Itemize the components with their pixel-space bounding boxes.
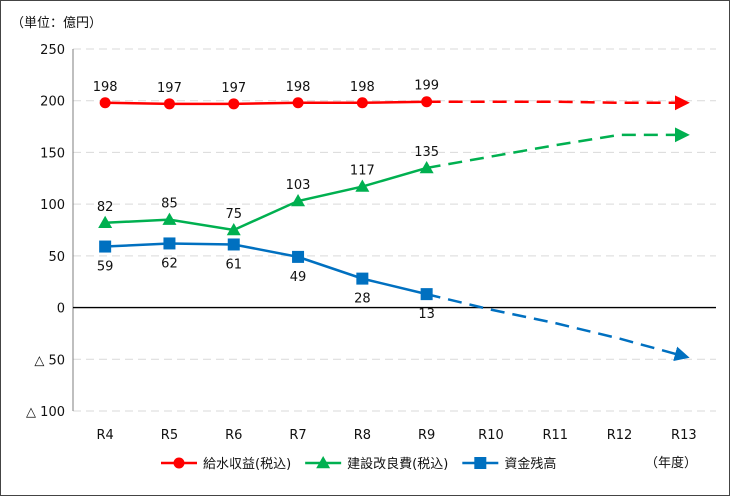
- x-tick-label: R12: [607, 428, 633, 443]
- legend-circle-marker: [173, 457, 185, 469]
- circle-marker: [356, 97, 368, 109]
- actual-line: [105, 100, 427, 106]
- circle-marker: [421, 96, 433, 108]
- triangle-marker: [355, 179, 370, 192]
- data-labels: 198 197 197 198 198 199 82 85 75 103 117 135 59 62 61 4…: [93, 79, 439, 322]
- x-tick-label: R6: [225, 428, 242, 443]
- data-label: 61: [225, 257, 242, 272]
- x-tick-label: R9: [418, 428, 435, 443]
- legend-label: 資金残高: [504, 456, 556, 472]
- triangle-marker: [98, 215, 113, 229]
- legend-label: 建設改良費(税込): [347, 456, 448, 472]
- projection-line: [426, 292, 690, 362]
- actual-line: [105, 242, 427, 296]
- x-axis: R4 R5 R6 R7 R8 R9 R10 R11 R12 R13: [73, 306, 716, 443]
- grid-lines: [73, 48, 716, 412]
- x-tick-label: R10: [478, 428, 504, 443]
- x-tick-label: R4: [96, 428, 113, 443]
- square-marker: [227, 238, 240, 251]
- x-tick-label: R7: [289, 428, 306, 443]
- x-tick-label: R5: [161, 428, 178, 443]
- y-axis: 250 200 150 100 50 0 △ 50 △ 100: [26, 43, 74, 420]
- triangle-marker: [419, 160, 434, 174]
- circle-marker: [99, 97, 111, 109]
- legend: 給水収益(税込) 建設改良費(税込) 資金残高: [161, 456, 556, 472]
- circle-marker: [228, 98, 240, 110]
- y-tick-label: △ 50: [34, 353, 65, 368]
- x-unit-label: （年度）: [645, 455, 697, 471]
- x-tick-label: R13: [671, 428, 697, 443]
- data-label: 62: [161, 256, 178, 271]
- projection-line: [426, 127, 690, 170]
- data-label: 28: [354, 292, 371, 307]
- data-label: 135: [414, 145, 439, 160]
- data-label: 13: [418, 307, 435, 322]
- projection-line: [426, 95, 690, 111]
- square-marker: [292, 250, 305, 263]
- data-label: 198: [350, 80, 375, 95]
- data-label: 117: [350, 164, 375, 179]
- data-label: 197: [221, 81, 246, 96]
- circle-marker: [163, 98, 175, 110]
- data-label: 82: [97, 200, 114, 215]
- circle-marker: [292, 97, 304, 109]
- y-tick-label: 150: [40, 146, 65, 161]
- legend-label: 給水収益(税込): [203, 457, 291, 472]
- data-label: 199: [414, 79, 439, 94]
- data-label: 75: [225, 207, 242, 222]
- triangle-marker: [226, 223, 241, 236]
- data-label: 103: [286, 178, 311, 193]
- data-label: 85: [161, 197, 178, 212]
- data-label: 198: [93, 80, 118, 95]
- y-tick-label: 50: [48, 250, 65, 265]
- square-marker: [420, 288, 433, 301]
- triangle-marker: [162, 212, 177, 225]
- data-label: 49: [290, 270, 307, 285]
- data-label: 59: [97, 260, 114, 275]
- square-marker: [356, 272, 369, 285]
- square-marker: [99, 240, 112, 253]
- triangle-marker: [291, 194, 306, 207]
- y-tick-label: 0: [57, 302, 65, 317]
- x-tick-label: R8: [354, 428, 371, 443]
- x-tick-label: R11: [542, 428, 568, 443]
- y-tick-label: 200: [40, 95, 65, 110]
- data-label: 197: [157, 81, 182, 96]
- y-tick-label: △ 100: [26, 405, 65, 420]
- actual-line: [105, 166, 427, 232]
- unit-label: （単位：億円）: [11, 15, 102, 31]
- legend-square-marker: [474, 457, 487, 469]
- legend-triangle-marker: [316, 456, 331, 469]
- data-label: 198: [286, 80, 311, 95]
- y-tick-label: 100: [40, 198, 65, 213]
- series-layer: [98, 95, 690, 362]
- square-marker: [163, 237, 176, 250]
- y-tick-label: 250: [40, 43, 65, 58]
